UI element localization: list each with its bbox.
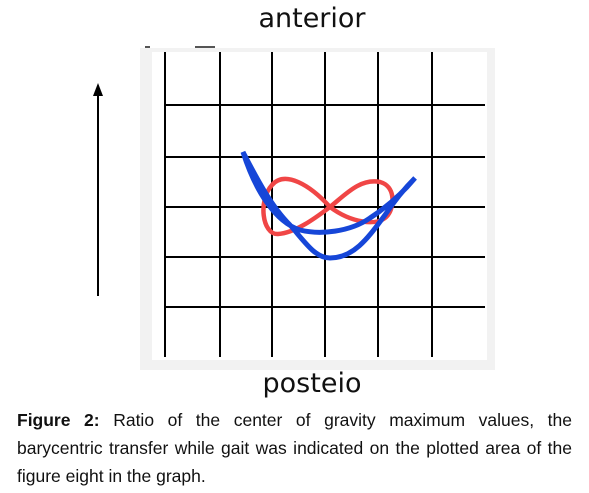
bottom-label: posteio bbox=[263, 368, 362, 399]
top-label: anterior bbox=[258, 3, 366, 34]
figure: anterior posteio bbox=[93, 3, 495, 399]
caption-label: Figure 2: bbox=[17, 410, 100, 430]
grid bbox=[164, 52, 485, 357]
blue-trace bbox=[240, 150, 417, 261]
caption-text: Ratio of the center of gravity maximum v… bbox=[17, 410, 572, 486]
arrow-head bbox=[93, 83, 103, 96]
caption: Figure 2: Ratio of the center of gravity… bbox=[17, 406, 572, 490]
